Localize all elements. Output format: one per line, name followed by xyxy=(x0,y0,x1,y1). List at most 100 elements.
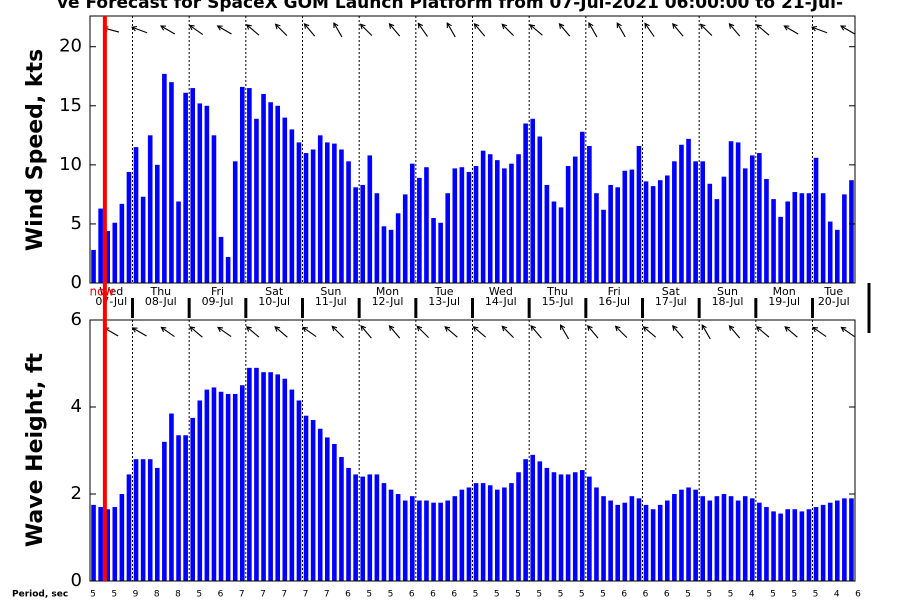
direction-arrow xyxy=(131,327,147,337)
period-value: 5 xyxy=(791,590,797,600)
bar xyxy=(247,88,252,283)
day-date: 20-Jul xyxy=(818,295,850,308)
direction-arrow xyxy=(840,326,855,338)
bar xyxy=(452,168,458,283)
bar xyxy=(445,193,451,283)
direction-arrow xyxy=(245,326,260,338)
bar xyxy=(728,141,734,283)
bar xyxy=(232,161,238,283)
period-label: Period, sec xyxy=(12,590,68,600)
bar xyxy=(502,487,507,581)
period-value: 6 xyxy=(218,590,224,600)
bar xyxy=(324,437,330,581)
period-value: 5 xyxy=(813,590,819,600)
bar xyxy=(197,400,203,581)
direction-arrow xyxy=(783,25,799,35)
bar xyxy=(218,391,224,581)
bar xyxy=(176,435,181,581)
bar xyxy=(622,502,628,581)
bar xyxy=(119,494,125,581)
bar xyxy=(466,487,472,581)
bar xyxy=(204,389,210,581)
period-value: 5 xyxy=(90,590,96,600)
day-date: 14-Jul xyxy=(485,295,517,308)
bar xyxy=(261,93,266,283)
bar xyxy=(806,193,812,283)
direction-arrow xyxy=(755,326,770,338)
period-value: 7 xyxy=(303,590,309,600)
day-date: 13-Jul xyxy=(428,295,460,308)
period-value: 7 xyxy=(324,590,330,600)
direction-arrow xyxy=(755,24,770,36)
bar xyxy=(757,153,762,283)
bar xyxy=(516,154,521,283)
now-label: now xyxy=(89,285,114,299)
direction-arrow xyxy=(189,326,203,338)
bar xyxy=(395,494,401,581)
bar xyxy=(480,150,486,283)
period-value: 5 xyxy=(515,590,521,600)
bar xyxy=(211,135,217,283)
bar xyxy=(140,459,146,581)
bar xyxy=(353,474,358,581)
bar xyxy=(232,393,238,581)
bar xyxy=(749,155,755,283)
bar xyxy=(551,201,557,283)
bar xyxy=(608,184,613,283)
bar xyxy=(827,221,833,283)
direction-arrow xyxy=(360,324,372,339)
bar xyxy=(629,496,635,581)
day-name: Wed xyxy=(489,285,513,298)
bar xyxy=(537,461,543,581)
y-tick-label: 0 xyxy=(71,272,82,293)
direction-arrow xyxy=(388,22,401,37)
bar xyxy=(643,504,649,581)
period-value: 6 xyxy=(430,590,436,600)
day-name: Mon xyxy=(376,285,399,298)
direction-arrow xyxy=(810,25,828,34)
bar xyxy=(332,143,337,283)
bar xyxy=(197,103,203,284)
direction-arrow xyxy=(501,325,514,339)
direction-arrow xyxy=(812,326,827,338)
bar xyxy=(650,186,656,283)
bar xyxy=(622,170,628,283)
day-name: Sat xyxy=(662,285,681,298)
bar xyxy=(147,135,153,283)
bar xyxy=(572,156,578,283)
direction-arrow xyxy=(160,326,175,338)
bar xyxy=(374,474,380,581)
period-value: 9 xyxy=(133,590,139,600)
direction-arrow xyxy=(728,22,741,37)
day-name: Fri xyxy=(211,285,224,298)
bar xyxy=(473,483,479,581)
bar xyxy=(445,500,451,581)
direction-arrow xyxy=(274,326,288,338)
bar xyxy=(728,496,734,581)
bar xyxy=(530,454,536,581)
bar xyxy=(749,498,755,581)
bar xyxy=(239,385,245,581)
period-value: 5 xyxy=(770,590,776,600)
bar xyxy=(565,166,571,283)
period-value: 5 xyxy=(579,590,585,600)
bar xyxy=(381,226,387,283)
bar xyxy=(700,161,706,283)
bar xyxy=(502,168,507,283)
bar xyxy=(686,138,691,283)
bar xyxy=(91,504,96,581)
bar xyxy=(558,474,564,581)
bar xyxy=(374,193,380,283)
bar xyxy=(530,118,536,283)
bar xyxy=(664,500,670,581)
direction-arrow xyxy=(274,23,288,37)
bar xyxy=(402,194,408,283)
y-axis-label: Wind Speed, kts xyxy=(23,49,48,251)
bar xyxy=(409,163,415,283)
bar xyxy=(636,145,642,283)
bar xyxy=(91,249,96,283)
day-name: Thu xyxy=(546,285,568,298)
bar xyxy=(289,389,295,581)
bar xyxy=(487,154,493,283)
y-tick-label: 15 xyxy=(59,95,82,116)
